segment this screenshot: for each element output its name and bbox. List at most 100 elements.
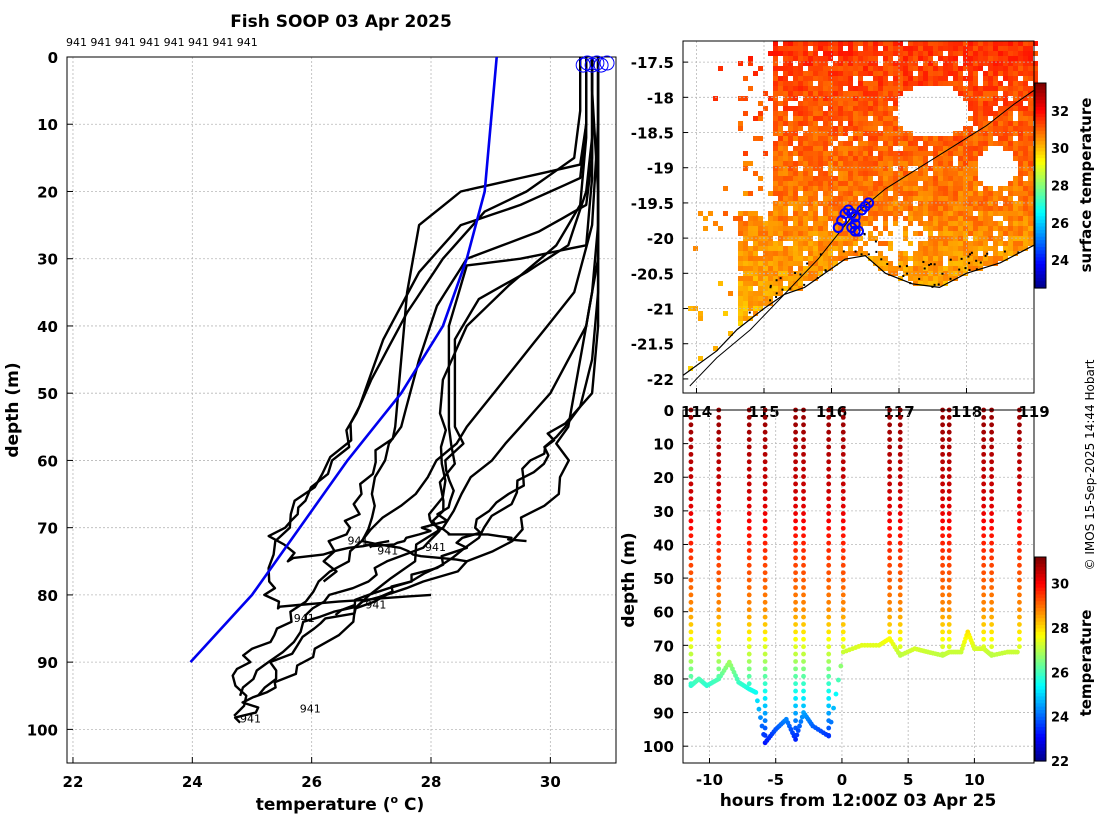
sst-cell: [1003, 146, 1008, 151]
sst-cell: [778, 171, 783, 176]
sst-cell: [813, 256, 818, 261]
sst-cell: [803, 221, 808, 226]
sst-cell: [843, 81, 848, 86]
sst-cell: [923, 196, 928, 201]
sst-cell: [968, 96, 973, 101]
sst-cell: [793, 261, 798, 266]
section-point: [897, 414, 903, 420]
sst-cell: [998, 186, 1003, 191]
island-dot: [970, 251, 973, 254]
sst-cell: [933, 71, 938, 76]
sst-cell: [873, 136, 878, 141]
sst-cell: [853, 181, 858, 186]
sst-cell: [983, 71, 988, 76]
sst-cell: [838, 181, 843, 186]
sst-cell: [833, 111, 838, 116]
sst-cell: [823, 56, 828, 61]
sst-cell: [923, 281, 928, 286]
section-point: [897, 511, 903, 516]
sst-cell: [1028, 206, 1033, 211]
section-point: [887, 592, 893, 598]
sst-cell: [893, 71, 898, 76]
section-point: [793, 562, 798, 568]
section-point: [762, 548, 768, 553]
sst-cell: [928, 211, 933, 216]
section-point: [840, 451, 846, 457]
sst-cell: [888, 261, 893, 266]
island-dot: [986, 252, 989, 255]
sst-cell: [818, 151, 823, 156]
sst-cell: [803, 181, 808, 186]
sst-cell: [808, 241, 813, 246]
section-colorbar-segment: [1035, 696, 1046, 701]
sst-cell: [743, 301, 748, 306]
sst-cell: [808, 96, 813, 101]
sst-cell: [863, 71, 868, 76]
sst-cell: [848, 191, 853, 196]
sst-cell: [1013, 141, 1018, 146]
sst-cell: [863, 141, 868, 146]
sst-cell: [888, 41, 893, 46]
sst-cell: [828, 141, 833, 146]
sst-cell: [978, 141, 983, 146]
section-point: [840, 518, 846, 524]
section-point: [840, 496, 846, 502]
sst-cell: [878, 81, 883, 86]
sst-cell: [913, 51, 918, 56]
section-point: [688, 585, 694, 590]
sst-cell: [833, 66, 838, 71]
section-point: [840, 599, 846, 605]
sst-cell: [848, 56, 853, 61]
section-point: [989, 636, 995, 642]
sst-cell: [903, 196, 908, 201]
sst-cell: [693, 246, 698, 251]
sst-cell: [943, 201, 948, 206]
island-dot: [803, 283, 806, 286]
sst-cell: [773, 191, 778, 196]
sst-cell: [798, 111, 803, 116]
sst-cell: [813, 186, 818, 191]
sst-cell: [798, 56, 803, 61]
section-colorbar-segment: [1035, 645, 1046, 650]
section-point: [762, 474, 768, 479]
section-point: [981, 496, 987, 502]
sst-cell: [1013, 66, 1018, 71]
section-colorbar-segment: [1035, 693, 1046, 697]
sst-cell: [948, 186, 953, 191]
sst-cell: [768, 226, 773, 231]
sst-cell: [868, 91, 873, 96]
section-point: [840, 525, 846, 531]
profile-label: 941: [377, 545, 398, 558]
sst-cell: [898, 206, 903, 211]
section-point: [688, 429, 694, 435]
section-point: [981, 474, 987, 479]
sst-cell: [1013, 71, 1018, 76]
sst-cell: [1008, 186, 1013, 191]
section-colorbar-segment: [1035, 706, 1046, 711]
section-colorbar-segment: [1035, 621, 1046, 626]
sst-cell: [938, 176, 943, 181]
section-point: [801, 673, 806, 679]
sst-cell: [813, 206, 818, 211]
sst-cell: [953, 81, 958, 86]
sst-cell: [823, 146, 828, 151]
map-colorbar-segment: [1035, 103, 1046, 108]
sst-cell: [1018, 106, 1023, 111]
section-colorbar-tick: 22: [1051, 755, 1069, 770]
sst-cell: [918, 231, 923, 236]
sst-cell: [1008, 251, 1013, 256]
section-point: [981, 592, 987, 598]
sst-cell: [983, 231, 988, 236]
sst-cell: [793, 206, 798, 211]
sst-cell: [738, 231, 743, 236]
sst-cell: [983, 86, 988, 91]
sst-cell: [933, 221, 938, 226]
section-point: [840, 474, 846, 479]
sst-cell: [858, 156, 863, 161]
sst-cell: [773, 151, 778, 156]
sst-cell: [963, 221, 968, 226]
sst-cell: [988, 61, 993, 66]
sst-cell: [983, 211, 988, 216]
section-point: [981, 414, 987, 420]
profile-x-axis-label-degree: o: [391, 793, 399, 806]
